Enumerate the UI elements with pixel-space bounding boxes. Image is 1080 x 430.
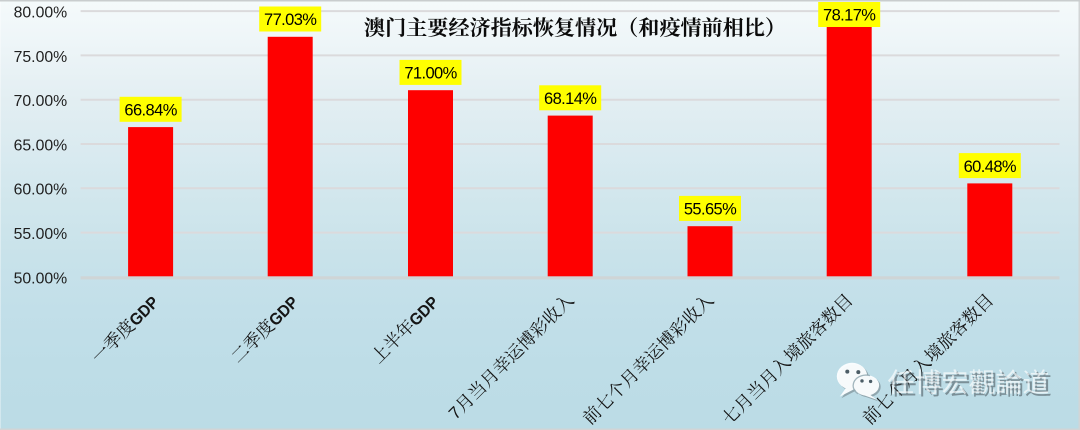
svg-text:80.00%: 80.00% xyxy=(14,5,68,22)
svg-text:55.00%: 55.00% xyxy=(14,226,68,243)
svg-text:65.00%: 65.00% xyxy=(14,137,68,154)
svg-text:71.00%: 71.00% xyxy=(404,65,457,83)
svg-text:75.00%: 75.00% xyxy=(14,49,68,66)
svg-text:60.00%: 60.00% xyxy=(14,182,68,199)
svg-text:66.84%: 66.84% xyxy=(124,102,177,120)
svg-text:70.00%: 70.00% xyxy=(14,93,68,110)
svg-text:60.48%: 60.48% xyxy=(964,158,1017,176)
svg-text:77.03%: 77.03% xyxy=(264,11,317,29)
svg-text:68.14%: 68.14% xyxy=(544,90,597,108)
svg-text:50.00%: 50.00% xyxy=(14,270,68,287)
svg-text:78.17%: 78.17% xyxy=(823,7,876,25)
svg-text:55.65%: 55.65% xyxy=(684,201,737,219)
